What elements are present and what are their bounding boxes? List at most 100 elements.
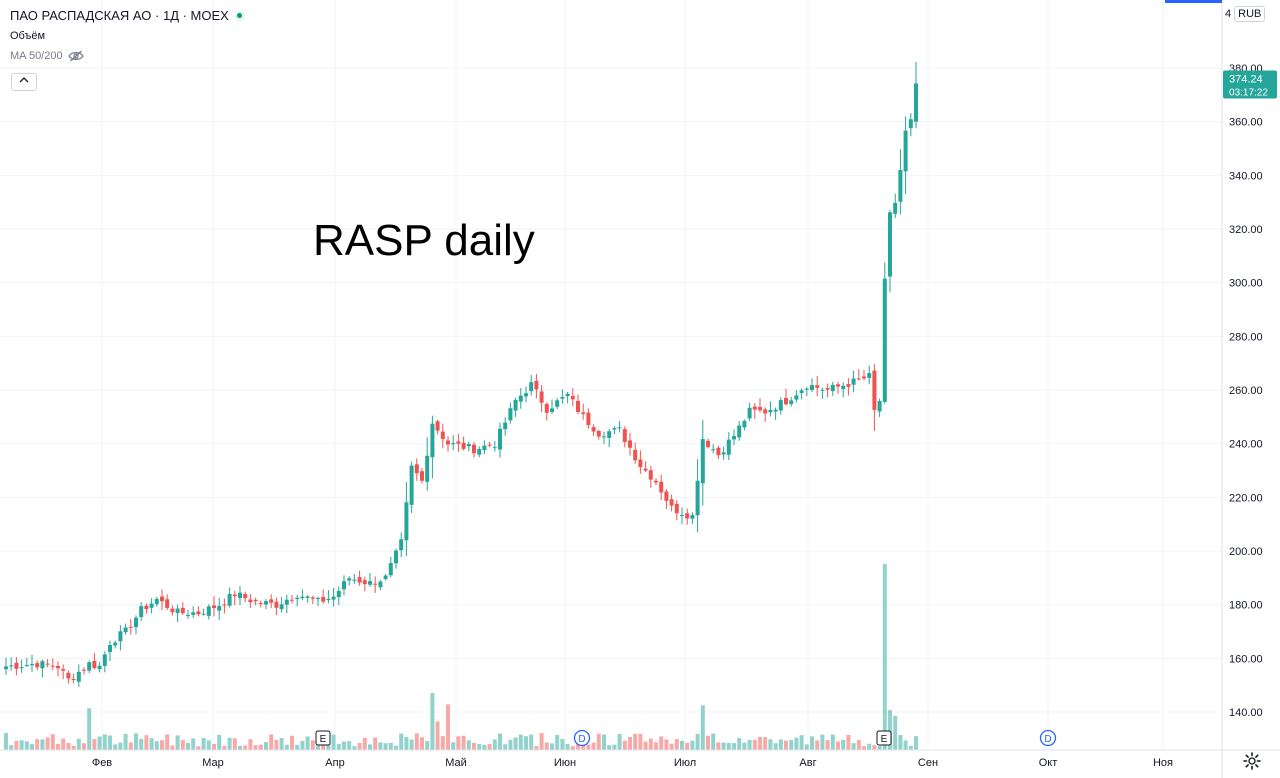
volume-bar xyxy=(617,733,622,750)
candle-body xyxy=(856,378,861,380)
candle-body xyxy=(752,406,757,410)
volume-bar xyxy=(154,741,159,750)
volume-bar xyxy=(487,744,492,750)
volume-bar xyxy=(648,738,653,750)
volume-bar xyxy=(290,735,294,750)
candle-body xyxy=(128,626,133,628)
volume-bar xyxy=(222,745,227,750)
candle-body xyxy=(498,428,502,450)
volume-bar xyxy=(472,742,476,750)
candle-body xyxy=(836,384,840,387)
candle-body xyxy=(877,401,882,412)
candle-body xyxy=(248,599,253,603)
volume-bar xyxy=(700,705,705,750)
candle-body xyxy=(893,202,898,214)
volume-bar xyxy=(388,742,393,750)
price-tick-label: 220.00 xyxy=(1229,492,1263,504)
candle-body xyxy=(477,448,482,455)
volume-bar xyxy=(711,733,716,750)
candle-body xyxy=(695,480,700,516)
volume-bar xyxy=(446,704,450,750)
price-tick-label: 200.00 xyxy=(1229,546,1263,558)
volume-bar xyxy=(888,710,892,750)
candle-body xyxy=(487,444,492,446)
volume-bar xyxy=(295,744,300,750)
volume-bar xyxy=(612,744,617,750)
volume-bar xyxy=(654,742,658,750)
candle-body xyxy=(908,119,913,129)
volume-bar xyxy=(560,739,565,750)
candle-body xyxy=(648,470,653,480)
volume-bar xyxy=(232,738,237,750)
currency-code[interactable]: RUB xyxy=(1234,6,1266,22)
candle-body xyxy=(763,409,768,414)
candle-body xyxy=(139,606,144,618)
candle-body xyxy=(404,502,409,541)
candle-body xyxy=(9,665,14,667)
candle-body xyxy=(804,388,809,390)
price-tick-label: 300.00 xyxy=(1229,278,1263,290)
candle-body xyxy=(534,380,539,390)
volume-bar xyxy=(248,739,253,750)
time-tick-label: Фев xyxy=(92,757,112,769)
candle-body xyxy=(721,452,726,455)
volume-bar xyxy=(165,734,170,750)
volume-bar xyxy=(14,740,19,750)
volume-bar xyxy=(690,740,695,750)
volume-bar xyxy=(144,735,149,750)
candle-body xyxy=(154,598,159,605)
volume-bar xyxy=(24,741,29,750)
volume-bar xyxy=(882,563,887,750)
candle-body xyxy=(914,83,918,122)
candle-body xyxy=(97,665,102,670)
candle-body xyxy=(815,385,820,388)
legend: ПАО РАСПАДСКАЯ АО · 1Д · MOEX Объём MA 5… xyxy=(10,8,245,62)
volume-bar xyxy=(238,746,242,750)
volume-legend[interactable]: Объём xyxy=(10,30,46,42)
volume-bar xyxy=(45,737,50,750)
volume-bar xyxy=(425,741,430,750)
volume-bar xyxy=(134,733,138,750)
volume-bar xyxy=(903,740,908,750)
hidden-eye-icon[interactable] xyxy=(67,50,84,62)
volume-bar xyxy=(264,742,268,750)
candle-body xyxy=(690,515,695,519)
candle-body xyxy=(206,606,211,616)
candle-body xyxy=(617,427,622,429)
candle-body xyxy=(24,665,29,667)
candle-body xyxy=(596,431,601,437)
candle-body xyxy=(518,395,523,402)
market-status-icon[interactable] xyxy=(234,10,245,21)
volume-bar xyxy=(513,737,518,750)
volume-bar xyxy=(674,739,679,750)
candle-body xyxy=(30,664,34,666)
volume-bar xyxy=(383,743,388,750)
volume-bar xyxy=(622,740,627,750)
volume-bar xyxy=(466,740,471,750)
candle-body xyxy=(180,607,185,614)
collapse-legend-button[interactable] xyxy=(11,73,37,91)
candle-body xyxy=(872,370,877,410)
gear-icon[interactable] xyxy=(1242,751,1262,771)
candle-body xyxy=(482,445,487,451)
currency-selector[interactable]: 4 RUB xyxy=(1225,6,1266,22)
candle-body xyxy=(586,412,591,426)
time-tick-label: Ноя xyxy=(1153,757,1173,769)
ma-legend[interactable]: MA 50/200 xyxy=(10,50,245,62)
volume-bar xyxy=(139,738,144,750)
candle-body xyxy=(825,387,830,390)
volume-bar xyxy=(123,733,128,750)
candle-body xyxy=(35,663,40,668)
earnings-marker-label: E xyxy=(320,734,327,745)
volume-bar xyxy=(706,735,710,750)
candle-body xyxy=(659,481,664,493)
candle-body xyxy=(799,390,804,394)
volume-bar xyxy=(492,739,497,750)
candle-body xyxy=(706,440,710,448)
candle-body xyxy=(430,423,435,458)
symbol-title[interactable]: ПАО РАСПАДСКАЯ АО · 1Д · MOEX xyxy=(10,8,245,23)
dividend-marker xyxy=(573,729,591,747)
volume-bar xyxy=(669,743,674,750)
